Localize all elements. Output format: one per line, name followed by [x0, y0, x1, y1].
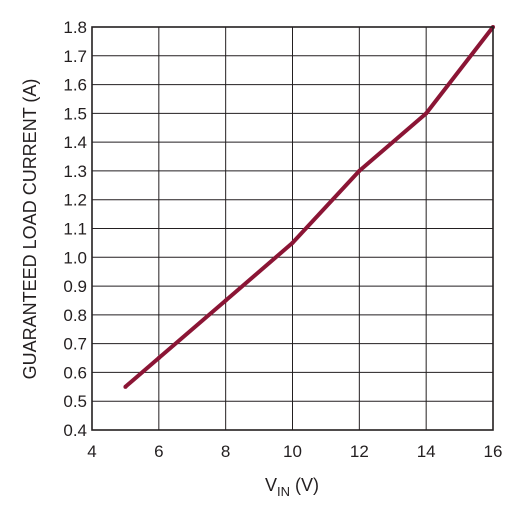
x-axis-label-suffix: (V): [290, 475, 319, 495]
y-axis-label: GUARANTEED LOAD CURRENT (A): [20, 79, 40, 380]
x-tick-label: 16: [484, 442, 503, 461]
plot-frame: [91, 26, 494, 431]
y-tick-label: 0.9: [63, 277, 87, 296]
data-point: [156, 356, 161, 361]
y-tick-label: 1.5: [63, 104, 87, 123]
y-tick-label: 1.8: [63, 18, 87, 37]
y-tick-label: 1.1: [63, 220, 87, 239]
y-tick-label: 0.6: [63, 363, 87, 382]
y-tick-label: 1.0: [63, 248, 87, 267]
series-line: [124, 25, 495, 389]
y-tick-label: 1.3: [63, 162, 87, 181]
data-point: [357, 168, 362, 173]
series-layer: [123, 25, 495, 389]
x-axis-label-main: V: [265, 475, 277, 495]
x-tick-label: 6: [154, 442, 163, 461]
y-tick-label: 1.7: [63, 47, 87, 66]
data-point: [424, 111, 429, 116]
y-tick-label: 1.4: [63, 133, 87, 152]
y-tick-label: 0.4: [63, 421, 87, 440]
x-tick-labels: 4 6 8 10 12 14 16: [87, 442, 502, 461]
x-tick-label: 14: [417, 442, 436, 461]
x-axis-label: VIN (V): [265, 475, 319, 499]
y-tick-label: 0.8: [63, 306, 87, 325]
data-point: [223, 298, 228, 303]
data-point: [123, 384, 128, 389]
y-tick-labels: 0.4 0.5 0.6 0.7 0.8 0.9 1.0 1.1 1.2 1.3 1.4 1.5 1.6 1…: [63, 18, 87, 440]
x-tick-label: 10: [283, 442, 302, 461]
y-tick-label: 1.6: [63, 76, 87, 95]
x-tick-label: 8: [221, 442, 230, 461]
y-tick-label: 0.5: [63, 392, 87, 411]
y-tick-label: 1.2: [63, 191, 87, 210]
y-tick-label: 0.7: [63, 335, 87, 354]
grid-lines: [91, 26, 494, 431]
x-tick-label: 12: [350, 442, 369, 461]
x-axis-label-subscript: IN: [277, 484, 290, 499]
x-tick-label: 4: [87, 442, 96, 461]
data-point: [290, 240, 295, 245]
